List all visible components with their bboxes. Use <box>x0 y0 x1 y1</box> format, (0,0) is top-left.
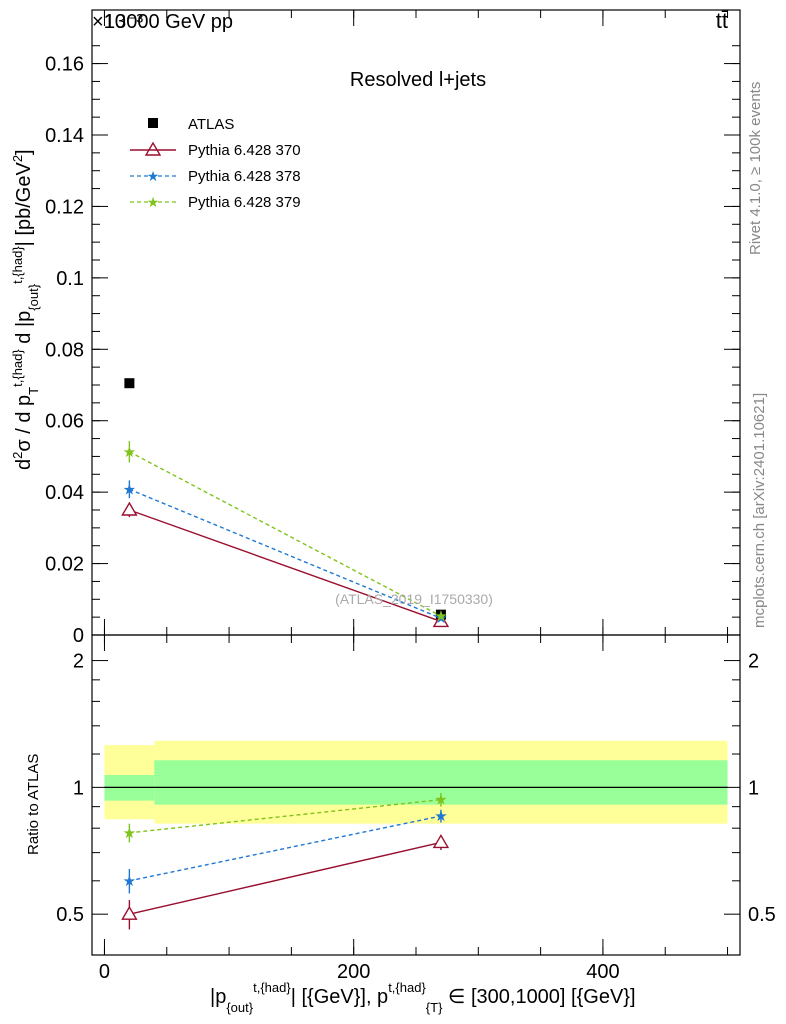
main-ytick-label: 0.08 <box>45 339 84 361</box>
ratio-point-star: ★ <box>123 873 136 890</box>
energy-label: 13000 GeV pp <box>104 11 233 33</box>
series-line-1 <box>129 509 442 623</box>
ratio-xtick-label: 0 <box>99 961 110 983</box>
series-point-370 <box>121 501 138 516</box>
legend-marker-atlas <box>148 118 158 128</box>
ratio-xtick-label: 200 <box>337 961 370 983</box>
series-point-star: ★ <box>434 608 447 625</box>
ratio-ytick-label-right: 2 <box>748 651 759 673</box>
series-point-star: ★ <box>434 610 447 627</box>
legend-marker-378: ★ <box>147 168 160 184</box>
ratio-point-star: ★ <box>434 792 447 809</box>
ratio-point-370 <box>121 905 138 920</box>
main-ylabel: d2σ / d pTt,{had} d |p{out}t,{had}| [pb/… <box>10 149 41 470</box>
ratio-line-0 <box>129 841 442 915</box>
main-ytick-label: 0 <box>73 625 84 647</box>
ratio-ytick-label: 2 <box>73 651 84 673</box>
legend-marker-379: ★ <box>147 194 160 210</box>
ratio-ylabel: Ratio to ATLAS <box>25 754 42 855</box>
main-axis-ticks: 0 0.02 0.04 0.06 0.08 0.1 0.12 0.14 0.16 <box>45 10 740 647</box>
rivet-label: Rivet 4.1.0, ≥ 100k events <box>747 82 764 255</box>
legend-label-378: Pythia 6.428 378 <box>188 168 301 185</box>
main-frame <box>91 9 741 636</box>
main-series: ★★★★ <box>121 378 450 628</box>
legend-label-370: Pythia 6.428 370 <box>188 142 301 159</box>
series-line-2 <box>129 488 442 619</box>
ratio-series: ★★★★ <box>121 792 450 930</box>
ratio-bands <box>104 740 728 824</box>
ratio-line-1 <box>129 815 442 882</box>
ratio-axis-ticks: 0.5 0.5 1 1 2 2 0 200 400 <box>56 635 776 983</box>
main-ytick-label: 0.16 <box>45 54 84 76</box>
ratio-line-2 <box>129 798 441 834</box>
main-panel: 0 0.02 0.04 0.06 0.08 0.1 0.12 0.14 0.16 ★ ★ ★ ★ Re… <box>10 9 741 647</box>
ratio-point-370 <box>432 834 450 849</box>
ratio-point-star: ★ <box>434 808 447 825</box>
ratio-panel: 0.5 0.51 12 20 200 400 ★★★★ Ratio to ATLAS <box>25 634 776 983</box>
legend-marker-370 <box>144 141 162 156</box>
series-line-3 <box>129 451 442 617</box>
legend-label-atlas: ATLAS <box>188 116 234 133</box>
chart-title: Resolved l+jets <box>350 69 486 91</box>
ratio-frame <box>91 634 741 956</box>
ratio-point-star: ★ <box>123 825 136 842</box>
ratio-ytick-label: 0.5 <box>56 904 84 926</box>
legend: ATLAS Pythia 6.428 370 ★ Pythia 6.428 37… <box>130 116 301 211</box>
series-point-star: ★ <box>123 481 136 498</box>
process-label: tt̄ <box>716 8 728 33</box>
ratio-xtick-label: 400 <box>586 961 619 983</box>
ratio-ytick-label: 1 <box>73 777 84 799</box>
main-ytick-label: 0.02 <box>45 554 84 576</box>
main-ytick-label: 0.06 <box>45 411 84 433</box>
main-ytick-label: 0.14 <box>45 125 84 147</box>
main-ytick-label: 0.04 <box>45 482 84 504</box>
watermark-label: (ATLAS_2019_I1750330) <box>335 591 493 607</box>
series-point-370 <box>432 613 450 628</box>
atlas-point <box>124 378 135 389</box>
main-ytick-label: 0.12 <box>45 196 84 218</box>
main-ytick-label: 0.1 <box>56 268 84 290</box>
x-axis-label: |p{out}t,{had}| [{GeV}], pt,{had}{T} ∈ [… <box>210 980 636 1015</box>
ratio-ytick-label-right: 0.5 <box>748 904 776 926</box>
series-point-star: ★ <box>123 444 136 461</box>
ratio-ytick-label-right: 1 <box>748 777 759 799</box>
mcplots-label: mcplots.cern.ch [arXiv:2401.10621] <box>751 393 768 628</box>
legend-label-379: Pythia 6.428 379 <box>188 194 301 211</box>
